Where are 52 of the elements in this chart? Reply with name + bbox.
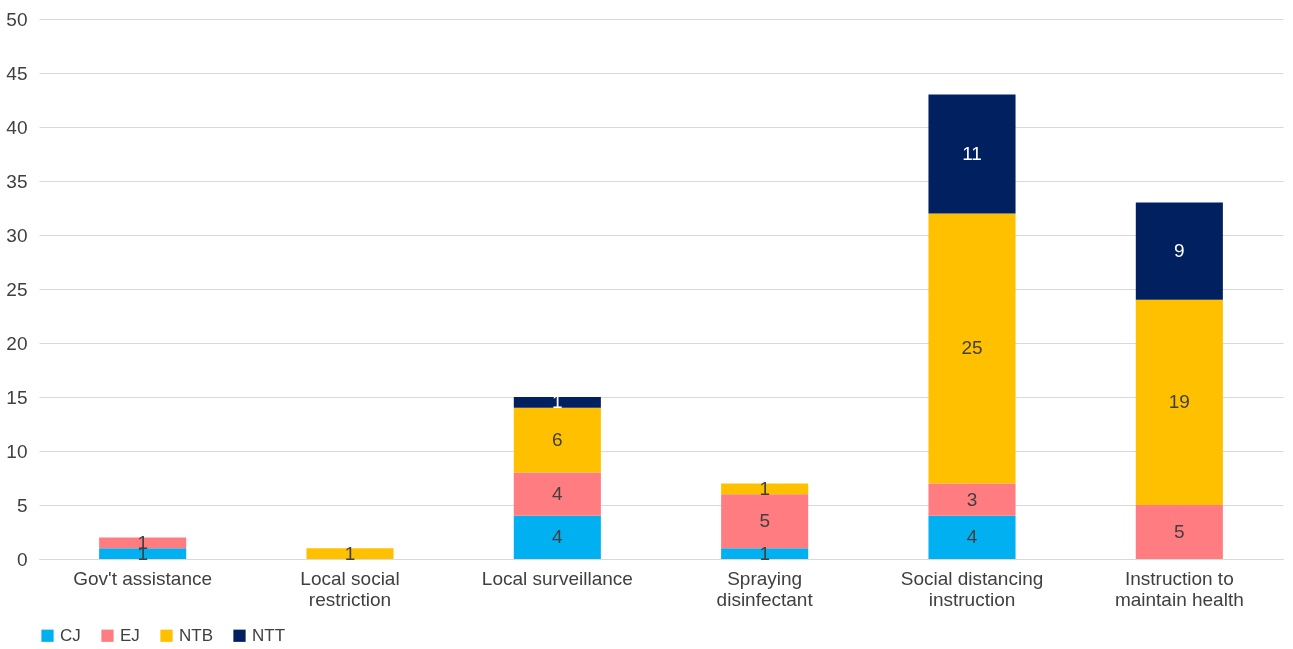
data-label: 11 bbox=[962, 143, 982, 164]
legend-label: CJ bbox=[60, 625, 81, 645]
y-tick-label: 0 bbox=[16, 548, 28, 570]
bar bbox=[928, 94, 1016, 214]
data-label: 1 bbox=[759, 542, 770, 564]
bar bbox=[928, 483, 1016, 516]
bar bbox=[928, 515, 1016, 559]
data-label: 3 bbox=[966, 488, 978, 510]
y-tick-label: 20 bbox=[6, 332, 28, 354]
bar bbox=[1135, 299, 1223, 505]
x-tick-label: Social distancing instruction bbox=[900, 567, 1044, 610]
data-label: 1 bbox=[344, 542, 356, 564]
bar bbox=[1135, 505, 1223, 559]
y-tick-label: 50 bbox=[6, 8, 28, 30]
data-label: 25 bbox=[961, 337, 983, 359]
data-label: 5 bbox=[1174, 521, 1185, 542]
y-tick-label: 15 bbox=[6, 386, 28, 408]
y-tick-label: 10 bbox=[6, 440, 28, 462]
y-tick-label: 25 bbox=[6, 278, 28, 300]
data-label: 4 bbox=[552, 526, 564, 548]
bar bbox=[721, 483, 809, 495]
bar bbox=[513, 472, 601, 516]
y-tick-label: 40 bbox=[6, 116, 28, 138]
data-label: 1 bbox=[759, 477, 770, 499]
bar bbox=[721, 494, 809, 549]
bar bbox=[306, 548, 394, 559]
x-tick-label: Instruction to maintain health bbox=[1114, 567, 1244, 610]
bar bbox=[513, 397, 601, 408]
bar bbox=[513, 515, 601, 559]
x-tick-label: Local social restriction bbox=[300, 567, 400, 610]
bar bbox=[513, 407, 601, 473]
data-label: 4 bbox=[552, 483, 564, 505]
data-label: 5 bbox=[759, 510, 770, 532]
data-label: 9 bbox=[1174, 240, 1185, 262]
bar bbox=[928, 213, 1016, 484]
x-tick-label: Local surveillance bbox=[481, 567, 633, 589]
data-label: 19 bbox=[1168, 391, 1190, 413]
y-tick-label: 5 bbox=[16, 494, 28, 516]
legend-label: NTT bbox=[252, 625, 286, 645]
data-label: 4 bbox=[966, 526, 978, 548]
y-tick-label: 30 bbox=[6, 224, 28, 246]
bar bbox=[99, 537, 187, 549]
y-tick-label: 35 bbox=[6, 170, 28, 192]
bar bbox=[721, 548, 809, 559]
bar bbox=[1135, 202, 1223, 300]
bar bbox=[99, 548, 187, 559]
legend-label: NTB bbox=[179, 625, 213, 645]
x-tick-label: Spraying disinfectant bbox=[716, 567, 814, 610]
legend-label: EJ bbox=[120, 625, 140, 645]
x-tick-label: Gov't assistance bbox=[73, 567, 213, 589]
y-tick-label: 45 bbox=[6, 62, 28, 84]
data-label: 6 bbox=[552, 429, 563, 451]
